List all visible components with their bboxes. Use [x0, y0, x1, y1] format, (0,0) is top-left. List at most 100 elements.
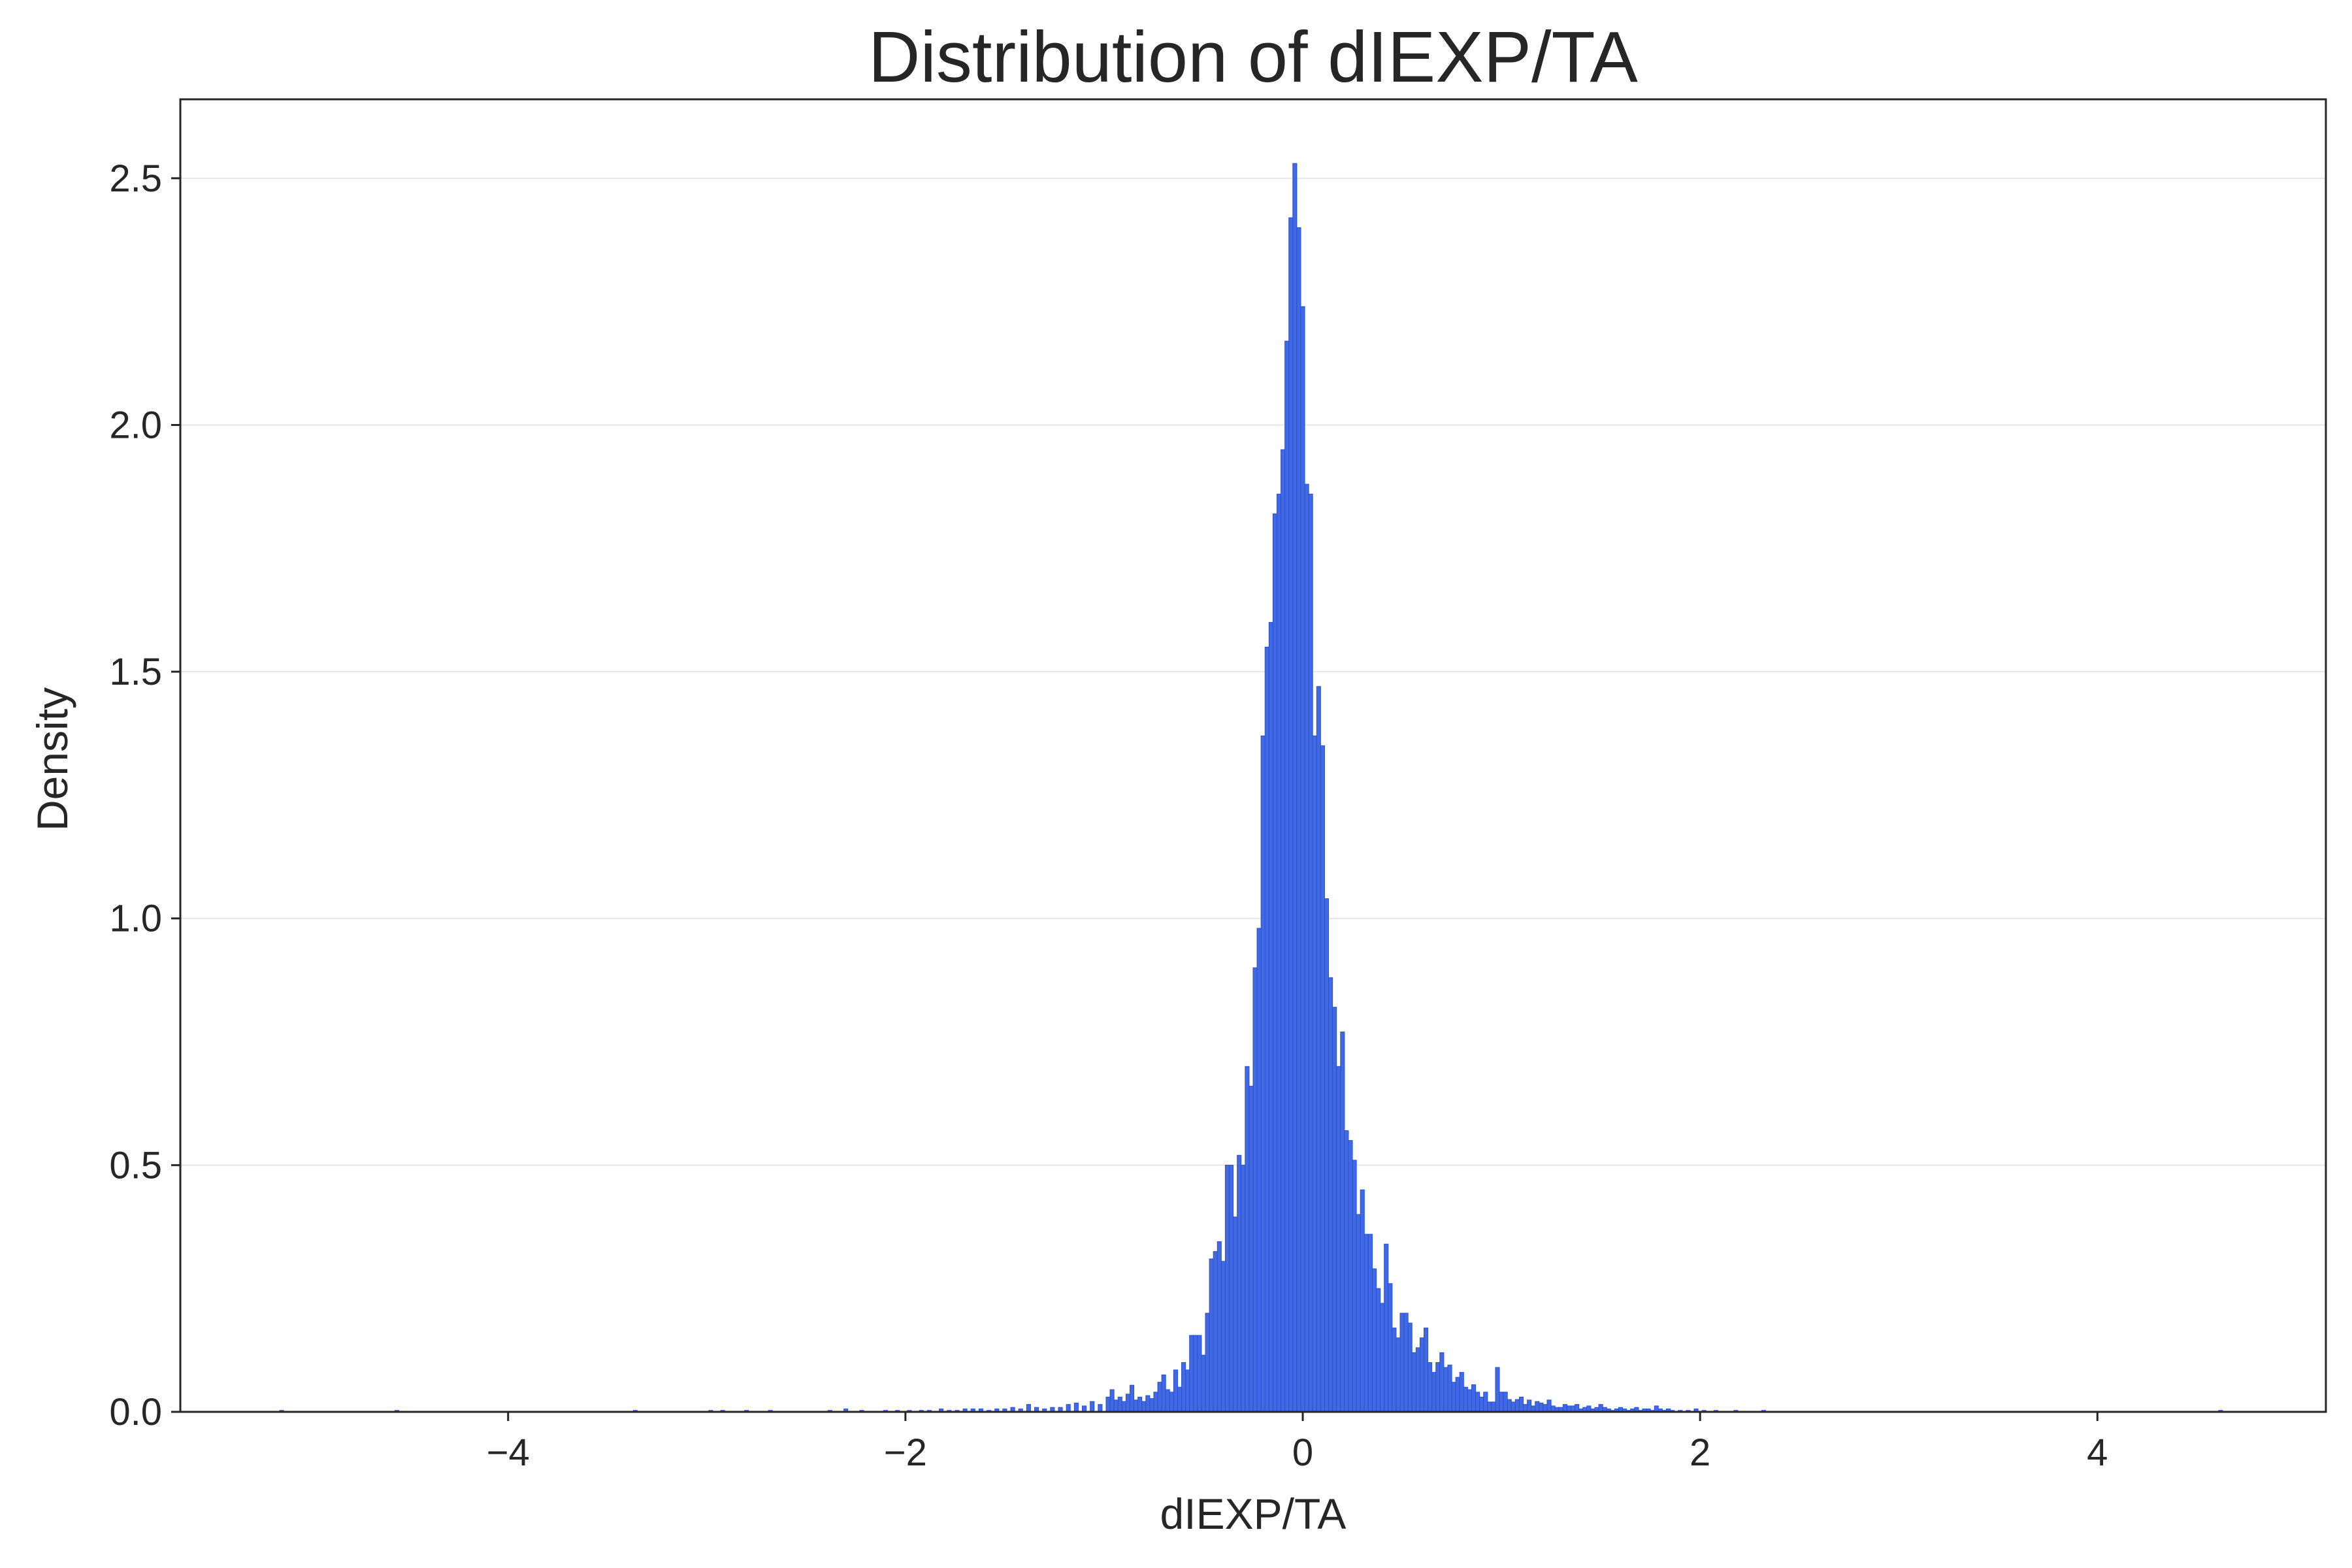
histogram-bar — [1197, 1335, 1202, 1413]
histogram-bar — [1237, 1154, 1242, 1413]
histogram-bar — [1471, 1384, 1477, 1413]
histogram-bar — [1304, 483, 1309, 1413]
x-axis-title: dIEXP/TA — [1160, 1490, 1347, 1538]
histogram-bar — [1514, 1399, 1520, 1413]
histogram-bar — [1229, 1164, 1234, 1413]
histogram-bar — [1539, 1402, 1544, 1413]
histogram-bar — [1129, 1384, 1135, 1413]
histogram-bar — [1483, 1392, 1488, 1413]
histogram-bar — [1336, 1066, 1341, 1413]
y-tick-label: 2.0 — [109, 404, 162, 446]
histogram-bar — [1121, 1401, 1126, 1413]
histogram-bar — [1523, 1404, 1528, 1413]
histogram-bar — [1193, 1335, 1198, 1413]
histogram-bar — [1145, 1395, 1151, 1413]
histogram-bar — [1134, 1399, 1139, 1413]
histogram-bar — [1511, 1401, 1516, 1413]
histogram-bar — [1507, 1399, 1512, 1413]
histogram-bar — [1209, 1258, 1214, 1413]
histogram-bar — [1233, 1217, 1238, 1413]
histogram-bar — [1220, 1261, 1226, 1413]
y-axis-title: Density — [28, 687, 76, 831]
histogram-bar — [1073, 1402, 1079, 1413]
histogram-bar — [1224, 1164, 1230, 1413]
histogram-bar — [1344, 1130, 1349, 1413]
histogram-bar — [1388, 1283, 1393, 1413]
histogram-bar — [1371, 1268, 1377, 1413]
axis-ticks: −4 −2 0 2 4 0.0 0.5 1.0 1.5 2.0 2.5 — [109, 157, 2108, 1474]
x-tick-label: 4 — [2087, 1431, 2108, 1474]
histogram-bar — [1098, 1404, 1103, 1413]
histogram-bar — [1439, 1352, 1445, 1413]
chart-title: Distribution of dIEXP/TA — [868, 17, 1639, 97]
histogram-bar — [1543, 1404, 1548, 1413]
x-tick-label: −4 — [487, 1431, 530, 1474]
histogram-bar — [1296, 227, 1301, 1413]
histogram-bar — [1479, 1396, 1484, 1413]
histogram-bar — [1435, 1362, 1441, 1413]
histogram-bar — [1431, 1372, 1437, 1413]
histogram-bar — [1264, 646, 1269, 1413]
histogram-bar — [1360, 1189, 1365, 1413]
histogram-bar — [1451, 1382, 1456, 1413]
histogram-bar — [1495, 1367, 1500, 1413]
histogram-bar — [1090, 1401, 1095, 1413]
histogram-bar — [1109, 1389, 1115, 1413]
histogram-bar — [1288, 217, 1294, 1413]
histogram-bar — [1356, 1214, 1361, 1413]
histogram-bar — [1527, 1399, 1532, 1413]
histogram-bar — [1392, 1328, 1397, 1413]
histogram-bar — [1407, 1322, 1413, 1413]
histogram-bar — [1312, 735, 1317, 1413]
histogram-bar — [1137, 1396, 1143, 1413]
histogram-bar — [1141, 1401, 1147, 1413]
y-tick-label: 2.5 — [109, 157, 162, 200]
histogram-bar — [1252, 967, 1258, 1413]
histogram-bar — [1328, 977, 1333, 1413]
histogram-bar — [1575, 1404, 1580, 1413]
histogram-bar — [1403, 1313, 1409, 1413]
histogram-bar — [1161, 1374, 1166, 1413]
histogram-bar — [1177, 1386, 1183, 1413]
histogram-bar — [1268, 622, 1273, 1413]
histogram-bar — [1256, 928, 1262, 1413]
histogram-bar — [1117, 1396, 1122, 1413]
histogram-bar — [1428, 1362, 1433, 1413]
histogram-bar — [1503, 1392, 1508, 1413]
histogram-bar — [1241, 1164, 1246, 1413]
histogram-bar — [1324, 898, 1330, 1413]
histogram-bar — [1181, 1362, 1186, 1413]
histogram-bar — [1384, 1243, 1389, 1413]
histogram-bar — [1276, 493, 1282, 1413]
histogram-bar — [1380, 1303, 1385, 1413]
plot-frame — [179, 98, 2327, 1413]
histogram-bar — [1332, 1007, 1337, 1413]
histogram-bar — [1125, 1394, 1130, 1413]
histogram-bar — [1316, 686, 1321, 1413]
histogram-bar — [1491, 1401, 1496, 1413]
histogram-bar — [1455, 1377, 1460, 1413]
histogram-bar — [1113, 1399, 1119, 1413]
y-tick-label: 0.0 — [109, 1391, 162, 1433]
histogram-bar — [1411, 1352, 1416, 1413]
histogram-bar — [1518, 1396, 1524, 1413]
histogram-bar — [1535, 1401, 1540, 1413]
histogram-bar — [1415, 1347, 1420, 1413]
histogram-bar — [1149, 1398, 1154, 1413]
histogram-bar — [1475, 1392, 1480, 1413]
histogram-bar — [1272, 513, 1277, 1413]
histogram-bar — [1157, 1382, 1162, 1413]
histogram-bar — [1499, 1392, 1504, 1413]
histogram-bar — [1213, 1251, 1218, 1413]
histogram-bar — [1463, 1386, 1468, 1413]
histogram-bar — [1487, 1401, 1492, 1413]
histogram-bar — [1105, 1396, 1111, 1413]
histogram-bar — [1340, 1031, 1345, 1413]
x-tick-label: −2 — [884, 1431, 927, 1474]
histogram-bar — [1598, 1404, 1603, 1413]
y-tick-label: 0.5 — [109, 1144, 162, 1186]
histogram-bar — [1443, 1367, 1448, 1413]
histogram-bar — [1348, 1140, 1353, 1413]
histogram-bar — [1026, 1404, 1031, 1413]
